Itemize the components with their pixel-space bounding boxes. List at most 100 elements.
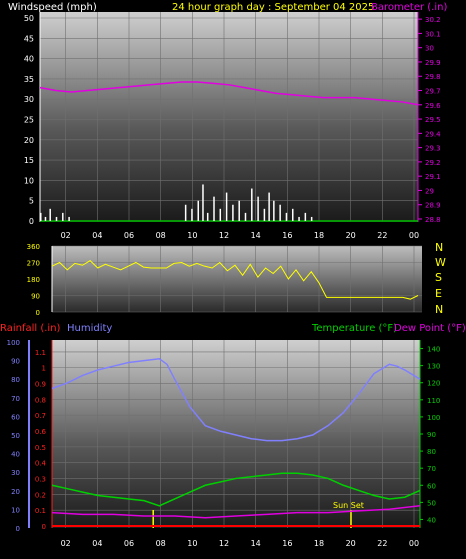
- wind-bar: [268, 192, 270, 221]
- wind-x-tick-label: 04: [92, 231, 102, 240]
- humidity-tick-label: 70: [11, 395, 20, 403]
- wind-bar: [292, 208, 294, 221]
- wind-bar: [49, 208, 51, 221]
- wind-series: [40, 184, 313, 221]
- wind-tick-label: 0: [29, 217, 34, 226]
- sunset-label: Sun Set: [333, 501, 364, 510]
- temp-x-tick-label: 16: [282, 539, 292, 548]
- rain-tick-label: 0.2: [35, 491, 46, 499]
- wind-panel-grid: [40, 12, 418, 222]
- wind-bar: [244, 212, 247, 221]
- wind-bar: [285, 212, 288, 221]
- rain-tick-label: 1: [42, 365, 46, 373]
- direction-tick-label: 360: [27, 243, 40, 251]
- compass-n-top: N: [435, 241, 443, 254]
- temp-tick-label: 80: [427, 448, 436, 456]
- baro-tick-label: 30: [425, 45, 434, 53]
- wind-bar: [225, 192, 228, 221]
- humidity-tick-label: 50: [11, 432, 20, 440]
- wind-tick-label: 50: [24, 14, 34, 23]
- temp-x-tick-label: 02: [61, 539, 71, 548]
- baro-axis-title: Barometer (.in): [371, 2, 447, 13]
- wind-bar: [68, 216, 70, 221]
- wind-direction-line: [51, 260, 419, 300]
- temp-x-tick-label: 08: [156, 539, 166, 548]
- temp-x-tick-label: 18: [314, 539, 324, 548]
- direction-tick-label: 180: [27, 276, 40, 284]
- rain-tick-label: 0.9: [35, 381, 46, 389]
- wind-bar: [238, 200, 240, 221]
- baro-tick-label: 29.2: [425, 159, 441, 167]
- temp-tick-label: 40: [427, 516, 436, 524]
- wind-tick-label: 10: [24, 176, 34, 185]
- temp-x-tick-label: 06: [124, 539, 134, 548]
- baro-tick-label: 29.4: [425, 130, 441, 138]
- wind-x-tick-label: 14: [251, 231, 261, 240]
- direction-tick-label: 270: [27, 260, 40, 268]
- wind-bar: [232, 204, 234, 221]
- direction-tick-label: 0: [36, 309, 40, 317]
- rain-tick-label: 1.1: [35, 349, 46, 357]
- temp-tick-label: 130: [427, 363, 440, 371]
- humidity-tick-label: 20: [11, 488, 20, 496]
- compass-e: E: [435, 287, 442, 300]
- dewpoint-line: [51, 505, 421, 519]
- temp-tick-label: 70: [427, 465, 436, 473]
- temp-x-tick-label: 20: [346, 539, 356, 548]
- wind-x-tick-label: 12: [219, 231, 229, 240]
- humidity-tick-label: 0: [16, 525, 20, 533]
- baro-tick-label: 29: [425, 187, 434, 195]
- baro-tick-label: 30.2: [425, 16, 441, 24]
- compass-w: W: [435, 256, 446, 269]
- temp-axis-title: Temperature (°F): [311, 323, 397, 334]
- wind-bar: [279, 204, 281, 221]
- rain-tick-label: 0.1: [35, 507, 46, 515]
- wind-tick-label: 25: [24, 116, 34, 125]
- baro-tick-label: 29.8: [425, 73, 441, 81]
- wind-x-tick-label: 00: [409, 231, 419, 240]
- baro-tick-label: 29.1: [425, 173, 441, 181]
- temp-x-tick-label: 00: [409, 539, 419, 548]
- baro-tick-label: 28.9: [425, 202, 441, 210]
- direction-tick-label: 90: [31, 293, 40, 301]
- direction-panel-grid: [52, 245, 422, 313]
- wind-tick-label: 20: [24, 136, 34, 145]
- temp-x-tick-label: 22: [377, 539, 387, 548]
- wind-bar: [263, 208, 266, 221]
- wind-bar: [257, 196, 259, 221]
- rain-axis-ticks: 0 0.1 0.2 0.3 0.4 0.5 0.6 0.7 0.8 0.9 1 1.1: [35, 349, 47, 531]
- temp-tick-label: 110: [427, 397, 440, 405]
- temp-axis-ticks: 40 50 60 70 80 90 100 110 120 130 140: [420, 346, 440, 524]
- wind-tick-label: 15: [24, 156, 34, 165]
- temp-tick-label: 120: [427, 380, 440, 388]
- temp-x-tick-label: 10: [187, 539, 197, 548]
- rain-axis-title: Rainfall (.in): [0, 323, 61, 334]
- compass-n-bottom: N: [435, 303, 443, 316]
- rain-tick-label: 0.6: [35, 428, 47, 436]
- wind-bar: [304, 212, 307, 221]
- wind-bar: [219, 208, 222, 221]
- rain-tick-label: 0.4: [35, 460, 47, 468]
- compass-s: S: [435, 271, 442, 284]
- wind-tick-label: 45: [24, 34, 34, 43]
- wind-bar: [197, 200, 199, 221]
- wind-x-ticks: 02 04 06 08 10 12 14 16 18 20 22 00: [61, 231, 420, 240]
- wind-bar: [310, 216, 313, 221]
- temp-tick-label: 60: [427, 482, 436, 490]
- wind-axis-title: Windspeed (mph): [8, 2, 97, 13]
- wind-panel-bg: [40, 12, 418, 222]
- wind-bar: [206, 212, 209, 221]
- humidity-tick-label: 10: [11, 506, 20, 514]
- humidity-line: [51, 357, 421, 442]
- wind-bar: [273, 200, 275, 221]
- rain-tick-label: 0.8: [35, 396, 46, 404]
- wind-x-tick-label: 22: [377, 231, 387, 240]
- baro-tick-label: 28.8: [425, 216, 441, 224]
- wind-x-tick-label: 16: [282, 231, 292, 240]
- humidity-tick-label: 40: [11, 451, 20, 459]
- wind-tick-label: 35: [24, 75, 34, 84]
- baro-tick-label: 29.9: [425, 59, 441, 67]
- wind-x-tick-label: 02: [61, 231, 71, 240]
- temp-x-tick-label: 12: [219, 539, 229, 548]
